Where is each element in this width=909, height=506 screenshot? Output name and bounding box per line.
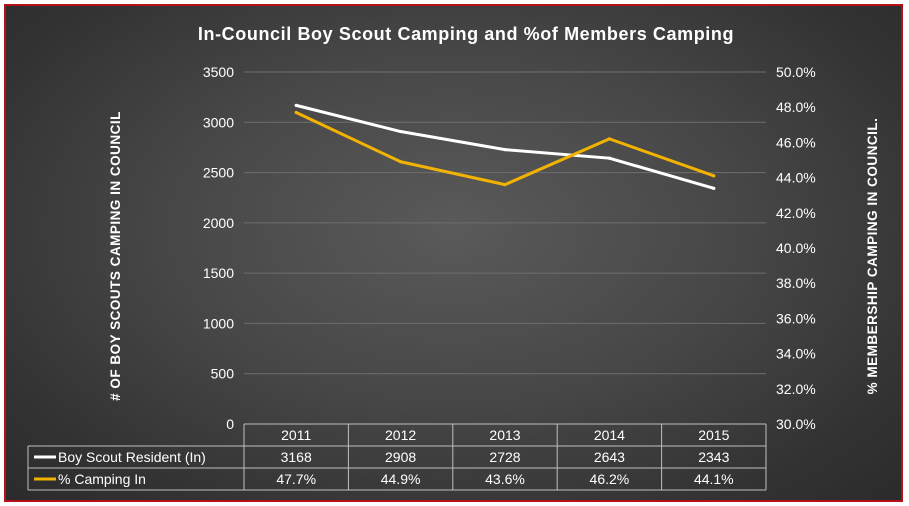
data-label: 43.6% xyxy=(485,471,525,487)
chart-frame: In-Council Boy Scout Camping and %of Mem… xyxy=(4,4,903,502)
data-point xyxy=(399,129,403,134)
data-label: 47.7% xyxy=(276,471,316,487)
data-point xyxy=(712,186,716,190)
y-tick-label: 0 xyxy=(226,416,234,432)
data-point xyxy=(503,148,507,152)
data-point xyxy=(607,137,612,141)
y2-tick-label: 40.0% xyxy=(776,240,816,256)
y2-tick-label: 32.0% xyxy=(776,381,816,397)
data-label: 3168 xyxy=(281,449,312,465)
y2-tick-label: 36.0% xyxy=(776,310,816,326)
y-tick-label: 1000 xyxy=(203,315,234,331)
data-point xyxy=(503,183,507,187)
y2-tick-label: 38.0% xyxy=(776,275,816,291)
chart-title: In-Council Boy Scout Camping and %of Mem… xyxy=(198,24,734,44)
chart-svg: In-Council Boy Scout Camping and %of Mem… xyxy=(27,24,880,491)
series-line xyxy=(295,103,715,190)
data-label: 44.1% xyxy=(694,471,734,487)
x-tick-label: 2013 xyxy=(489,427,520,443)
y-tick-label: 500 xyxy=(211,366,235,382)
x-tick-label: 2014 xyxy=(594,427,625,443)
y2-axis-title: % MEMBERSHIP CAMPING IN COUNCIL. xyxy=(865,118,880,395)
data-point xyxy=(294,110,298,115)
y2-tick-label: 46.0% xyxy=(776,134,816,150)
data-point xyxy=(607,156,612,160)
data-point xyxy=(712,174,716,178)
data-point xyxy=(399,160,403,164)
y-tick-label: 1500 xyxy=(203,265,234,281)
y-tick-label: 2500 xyxy=(203,165,234,181)
y2-tick-label: 34.0% xyxy=(776,346,816,362)
y2-tick-label: 44.0% xyxy=(776,170,816,186)
y-tick-label: 2000 xyxy=(203,215,234,231)
data-label: 2728 xyxy=(489,449,520,465)
y2-tick-label: 42.0% xyxy=(776,205,816,221)
legend-label: Boy Scout Resident (In) xyxy=(58,449,206,465)
x-tick-label: 2012 xyxy=(385,427,416,443)
y-tick-label: 3500 xyxy=(203,64,234,80)
y2-tick-label: 50.0% xyxy=(776,64,816,80)
data-label: 2643 xyxy=(594,449,625,465)
y2-tick-label: 48.0% xyxy=(776,99,816,115)
data-label: 46.2% xyxy=(590,471,630,487)
data-label: 2343 xyxy=(698,449,729,465)
data-label: 2908 xyxy=(385,449,416,465)
x-tick-label: 2011 xyxy=(281,427,311,443)
data-point xyxy=(294,103,298,107)
y2-tick-label: 30.0% xyxy=(776,416,816,432)
legend-label: % Camping In xyxy=(58,471,146,487)
data-label: 44.9% xyxy=(381,471,421,487)
y-axis-title: # OF BOY SCOUTS CAMPING IN COUNCIL xyxy=(108,111,123,401)
y-tick-label: 3000 xyxy=(203,114,234,130)
x-tick-label: 2015 xyxy=(698,427,729,443)
